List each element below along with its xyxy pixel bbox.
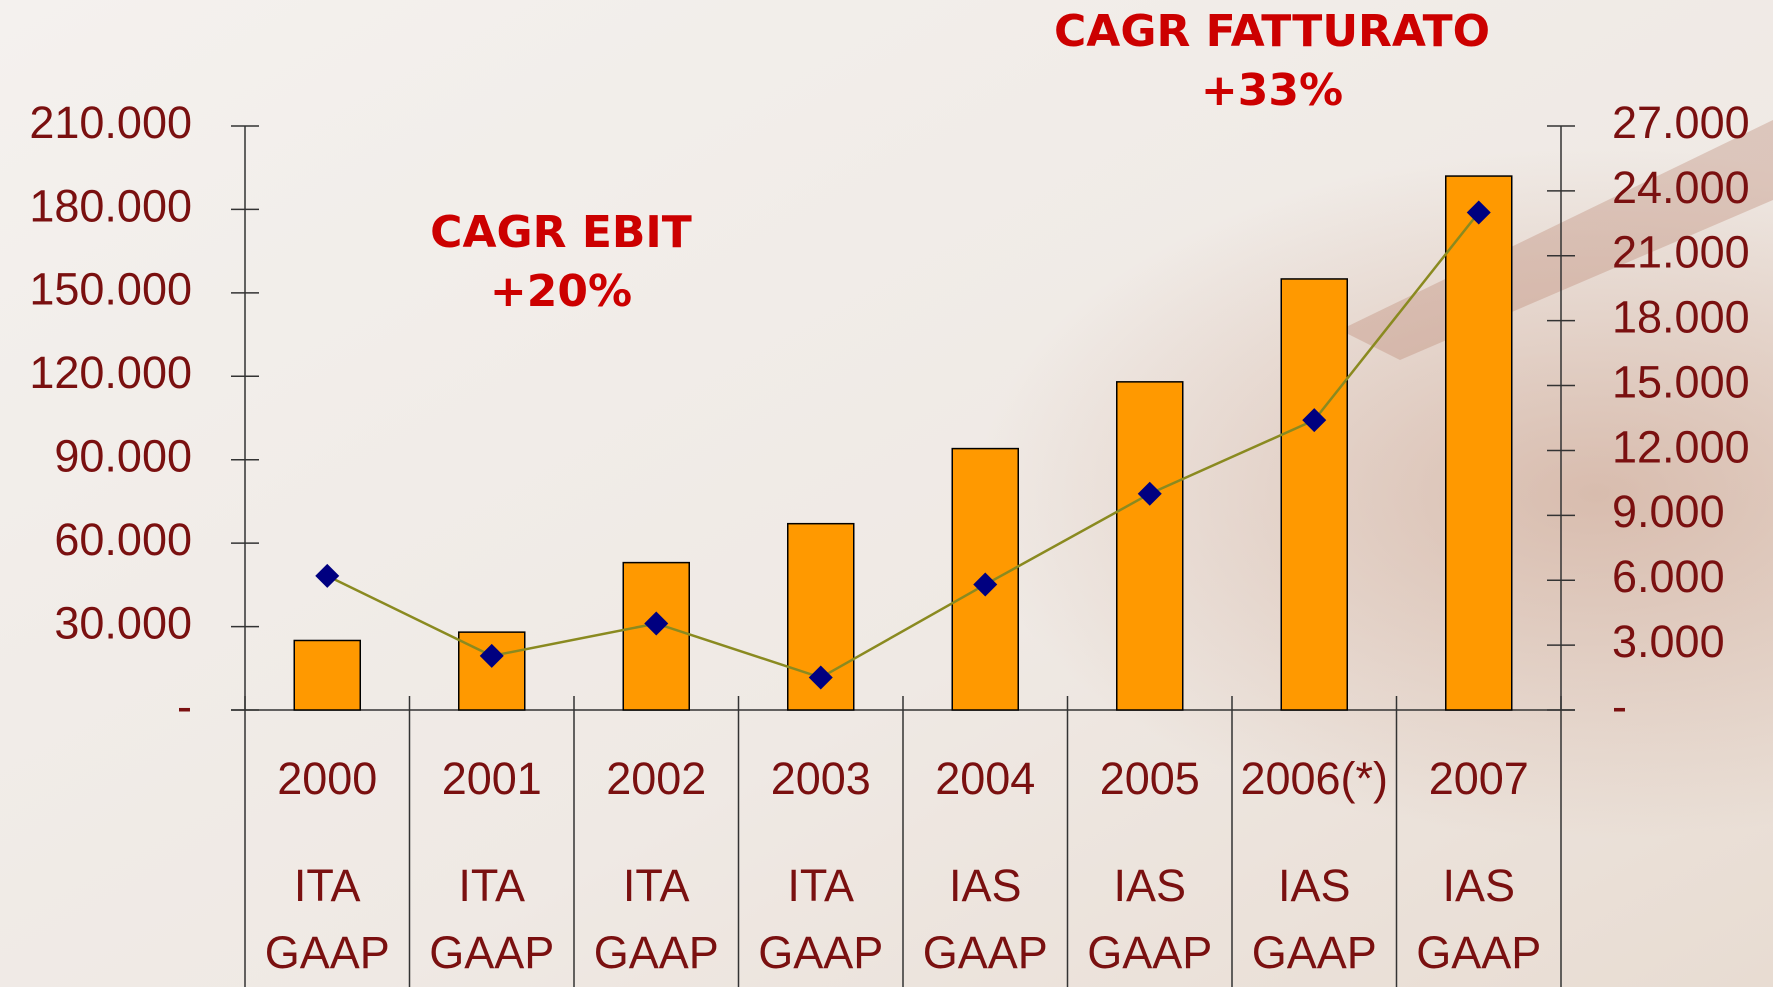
x-tick-sublabel: ITA <box>294 860 361 911</box>
x-tick-sublabel: IAS <box>1113 860 1186 911</box>
x-tick-sublabel: IAS <box>1278 860 1351 911</box>
marker <box>973 572 998 597</box>
annotation: CAGR EBIT <box>430 207 692 258</box>
x-tick-sublabel: IAS <box>1442 860 1515 911</box>
y2-tick-label: 24.000 <box>1612 162 1750 213</box>
y2-tick-label: 3.000 <box>1612 616 1725 667</box>
annotation: CAGR FATTURATO <box>1054 6 1490 57</box>
x-tick-sublabel: IAS <box>949 860 1022 911</box>
y2-tick-label: - <box>1612 681 1627 732</box>
y-tick-label: 210.000 <box>29 97 192 148</box>
y-tick-label: 60.000 <box>54 514 192 565</box>
line <box>326 211 1480 679</box>
x-tick-label: 2005 <box>1100 753 1200 804</box>
x-tick-sublabel: ITA <box>458 860 525 911</box>
y2-tick-label: 12.000 <box>1612 421 1750 472</box>
x-tick-label: 2002 <box>606 753 706 804</box>
y-tick-label: 120.000 <box>29 347 192 398</box>
annotation: +33% <box>1201 65 1343 116</box>
y2-tick-label: 18.000 <box>1612 292 1750 343</box>
y2-tick-label: 27.000 <box>1612 97 1750 148</box>
x-tick-sublabel: GAAP <box>1416 927 1541 978</box>
marker <box>315 563 340 588</box>
y-tick-label: 180.000 <box>29 180 192 231</box>
y-tick-label: 150.000 <box>29 264 192 315</box>
y-tick-label: 30.000 <box>54 597 192 648</box>
y-tick-label: 90.000 <box>54 431 192 482</box>
x-tick-label: 2004 <box>935 753 1035 804</box>
x-tick-sublabel: GAAP <box>1087 927 1212 978</box>
marker <box>1302 408 1327 433</box>
bar <box>1445 175 1513 711</box>
bar <box>622 561 690 711</box>
x-tick-sublabel: GAAP <box>429 927 554 978</box>
x-tick-label: 2000 <box>277 753 377 804</box>
x-tick-label: 2003 <box>771 753 871 804</box>
y2-tick-label: 9.000 <box>1612 486 1725 537</box>
marker <box>1137 481 1162 506</box>
x-tick-sublabel: GAAP <box>594 927 719 978</box>
marker <box>479 643 504 668</box>
x-tick-sublabel: GAAP <box>923 927 1048 978</box>
bar <box>1280 278 1348 711</box>
x-tick-sublabel: ITA <box>787 860 854 911</box>
x-tick-sublabel: GAAP <box>265 927 390 978</box>
bar <box>1116 381 1184 711</box>
marker <box>644 611 669 636</box>
annotation: +20% <box>490 266 632 317</box>
y2-tick-label: 6.000 <box>1612 551 1725 602</box>
y-tick-label: - <box>177 681 192 732</box>
x-tick-sublabel: GAAP <box>1252 927 1377 978</box>
bar <box>293 639 361 711</box>
marker <box>808 665 833 690</box>
marker <box>1466 200 1491 225</box>
x-tick-sublabel: ITA <box>623 860 690 911</box>
y2-tick-label: 15.000 <box>1612 356 1750 407</box>
y2-tick-label: 21.000 <box>1612 227 1750 278</box>
x-tick-sublabel: GAAP <box>758 927 883 978</box>
x-tick-label: 2007 <box>1429 753 1529 804</box>
x-tick-label: 2001 <box>442 753 542 804</box>
x-tick-label: 2006(*) <box>1240 753 1388 804</box>
